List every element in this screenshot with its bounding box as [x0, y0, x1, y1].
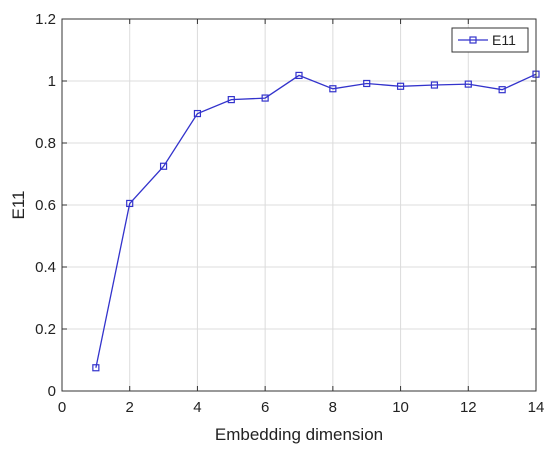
y-axis-title: E11 — [9, 191, 28, 220]
y-tick-label: 1.2 — [35, 11, 56, 28]
x-axis-title: Embedding dimension — [215, 425, 383, 444]
x-tick-label: 10 — [392, 399, 409, 416]
x-tick-label: 6 — [261, 399, 269, 416]
data-point — [193, 109, 202, 118]
series-line-e11 — [95, 73, 537, 368]
y-tick-label: 0.6 — [35, 197, 56, 214]
data-point — [261, 94, 269, 102]
data-point — [396, 82, 405, 90]
x-tick-label: 12 — [460, 399, 477, 416]
legend-label: E11 — [492, 32, 516, 48]
x-tick-label: 8 — [329, 399, 337, 416]
y-tick-label: 0.2 — [35, 321, 56, 338]
legend: E11 — [451, 27, 529, 53]
y-tick-label: 0.8 — [35, 135, 56, 152]
x-tick-label: 0 — [58, 399, 66, 416]
data-point — [295, 71, 303, 80]
x-tick-label: 2 — [126, 399, 134, 416]
y-tick-label: 1 — [48, 73, 56, 90]
data-point — [227, 95, 235, 104]
x-tick-label: 14 — [528, 399, 545, 416]
series-layer — [92, 70, 540, 372]
data-point — [464, 80, 472, 88]
axis-ticks: 0 2 4 6 8 10 12 14 0 0.2 0.4 0.6 0.8 1 1.2 — [35, 11, 544, 416]
data-point — [159, 162, 168, 170]
data-point — [329, 85, 337, 93]
y-tick-label: 0 — [48, 383, 56, 400]
data-point — [92, 364, 100, 372]
data-point — [363, 79, 371, 88]
data-point — [498, 86, 506, 94]
x-tick-label: 4 — [193, 399, 201, 416]
legend-marker — [469, 36, 477, 44]
data-point — [430, 81, 439, 89]
data-point — [126, 199, 134, 208]
y-tick-label: 0.4 — [35, 259, 56, 276]
